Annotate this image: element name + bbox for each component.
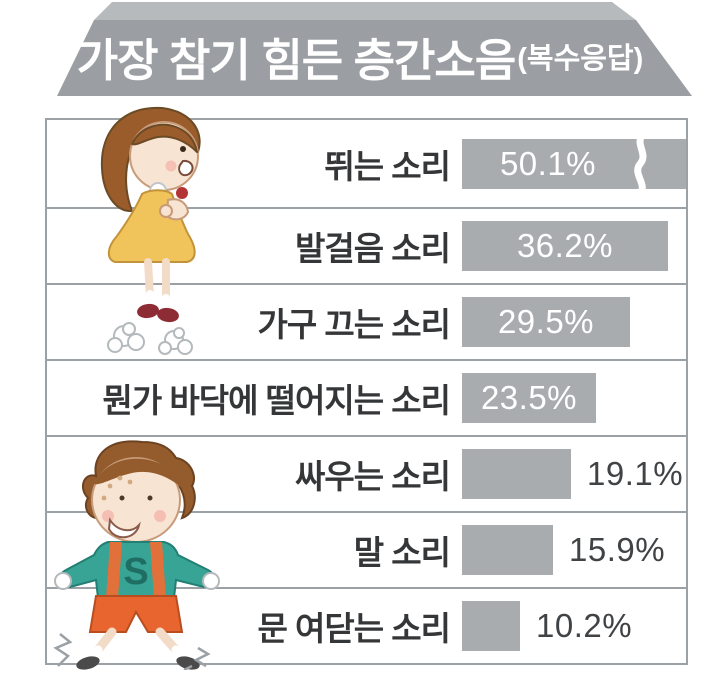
chart-title: 가장 참기 힘든 층간소음 (복수응답) <box>76 26 644 86</box>
boy-suspender <box>106 542 122 598</box>
value-label-inside: 29.5% <box>497 303 595 341</box>
bar <box>462 601 520 651</box>
chart-row: 뭔가 바닥에 떨어지는 소리 23.5% <box>47 359 686 435</box>
chart-title-main: 가장 참기 힘든 층간소음 <box>76 34 517 86</box>
stomping-boy-illustration: S <box>53 440 220 670</box>
bar: 23.5% <box>462 373 596 424</box>
chart-row: 뛰는 소리 50.1% <box>47 120 686 207</box>
category-label: 뛰는 소리 <box>324 147 451 185</box>
impact-marks-icon <box>53 633 211 670</box>
value-label-inside: 36.2% <box>516 227 614 265</box>
boy-shorts <box>88 595 184 633</box>
bar: 50.1% <box>462 135 686 192</box>
roof-face <box>57 20 692 96</box>
boy-shoe <box>76 656 100 670</box>
girl-mouth <box>178 159 194 177</box>
value-label-inside: 50.1% <box>499 144 597 182</box>
value-label-outside: 19.1% <box>587 455 684 493</box>
boy-mouth <box>107 517 141 539</box>
bar <box>462 525 553 576</box>
bar: 29.5% <box>462 297 630 348</box>
category-label: 말 소리 <box>353 534 451 572</box>
value-label-outside: 10.2% <box>536 607 633 644</box>
chart-row: 싸우는 소리 19.1% <box>47 435 686 511</box>
value-label-inside: 23.5% <box>480 379 578 417</box>
girl-shoe <box>157 307 179 323</box>
chart-title-suffix: (복수응답) <box>517 43 644 75</box>
boy-freckles <box>101 475 133 501</box>
roof-top <box>94 2 636 20</box>
girl-shoe <box>137 303 159 319</box>
bar <box>462 449 571 500</box>
bar: 36.2% <box>462 221 668 272</box>
boy-shirt-letter: S <box>123 551 148 593</box>
dust-puffs-icon <box>107 322 193 355</box>
category-label: 뭔가 바닥에 떨어지는 소리 <box>102 382 451 420</box>
category-label: 발걸음 소리 <box>295 230 451 268</box>
category-label: 문 여닫는 소리 <box>257 610 452 647</box>
boy-shoe <box>176 656 200 670</box>
jumping-girl-illustration <box>100 106 201 355</box>
chart-row: 문 여닫는 소리 10.2% <box>47 587 686 663</box>
boy-suspender <box>150 542 166 598</box>
category-label: 가구 끄는 소리 <box>257 306 452 344</box>
bar-break-icon <box>634 135 647 192</box>
chart-row: 말 소리 15.9% <box>47 511 686 587</box>
value-label-outside: 15.9% <box>569 531 666 569</box>
roof-shape <box>57 2 692 96</box>
girl-flower <box>176 187 188 199</box>
chart-row: 발걸음 소리 36.2% <box>47 207 686 283</box>
girl-eye <box>180 146 186 152</box>
category-label: 싸우는 소리 <box>295 458 451 496</box>
chart-row: 가구 끄는 소리 29.5% <box>47 283 686 359</box>
